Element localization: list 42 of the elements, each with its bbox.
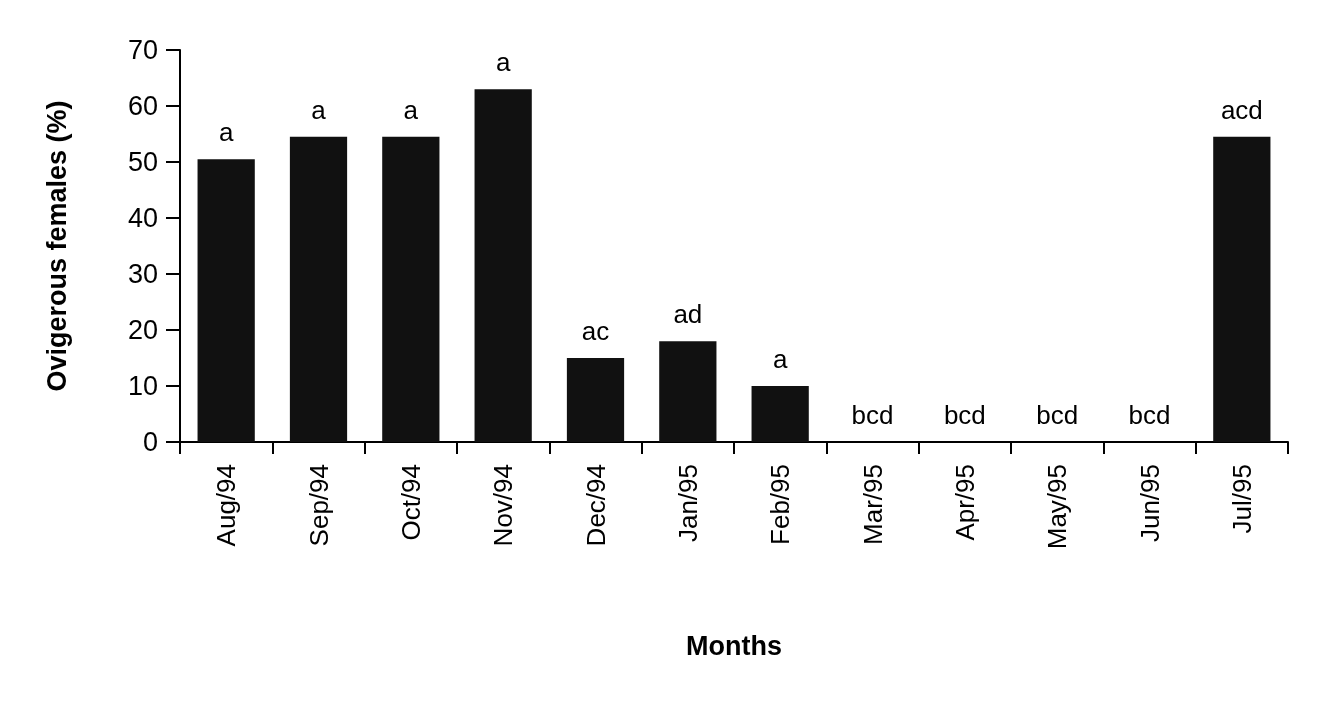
x-tick-label: Jul/95 [1226,464,1257,534]
bar [474,89,532,442]
y-tick-label: 70 [127,35,158,65]
bar [751,386,809,442]
data-label: a [218,117,234,148]
x-tick-label: Mar/95 [857,464,888,545]
x-tick-label: Sep/94 [303,464,334,547]
bar [1213,136,1271,442]
data-label: bcd [1128,400,1171,430]
bar [566,358,625,442]
x-tick-label: Aug/94 [211,464,242,547]
data-label: bcd [1036,400,1079,430]
bar [659,341,717,442]
data-label: a [772,344,788,374]
x-tick-label: Jun/95 [1134,464,1165,543]
x-tick-label: May/95 [1042,464,1073,550]
y-tick-label: 0 [142,427,158,457]
x-tick-label: Oct/94 [395,464,426,541]
data-label: a [311,94,327,125]
x-tick-label: Feb/95 [765,464,796,545]
y-tick-label: 20 [127,315,158,345]
bar [289,136,348,442]
data-label: ac [581,316,610,346]
data-label: bcd [943,400,986,430]
x-tick-label: Nov/94 [488,464,519,547]
y-tick-label: 60 [127,91,158,121]
x-axis-title: Months [686,630,782,661]
data-label: acd [1220,94,1263,125]
x-tick-label: Jan/95 [672,464,703,543]
data-label: bcd [851,400,894,430]
data-label: ad [673,299,703,330]
y-tick-label: 10 [127,371,158,401]
y-tick-label: 40 [127,203,158,233]
x-tick-label: Apr/95 [949,464,980,541]
x-tick-label: Dec/94 [580,464,611,547]
y-tick-label: 50 [127,147,158,177]
data-label: a [495,47,511,78]
bar [197,159,255,442]
bar [382,136,440,442]
y-tick-label: 30 [127,259,158,289]
y-axis-title: Ovigerous females (%) [41,100,72,392]
data-label: a [403,94,419,125]
